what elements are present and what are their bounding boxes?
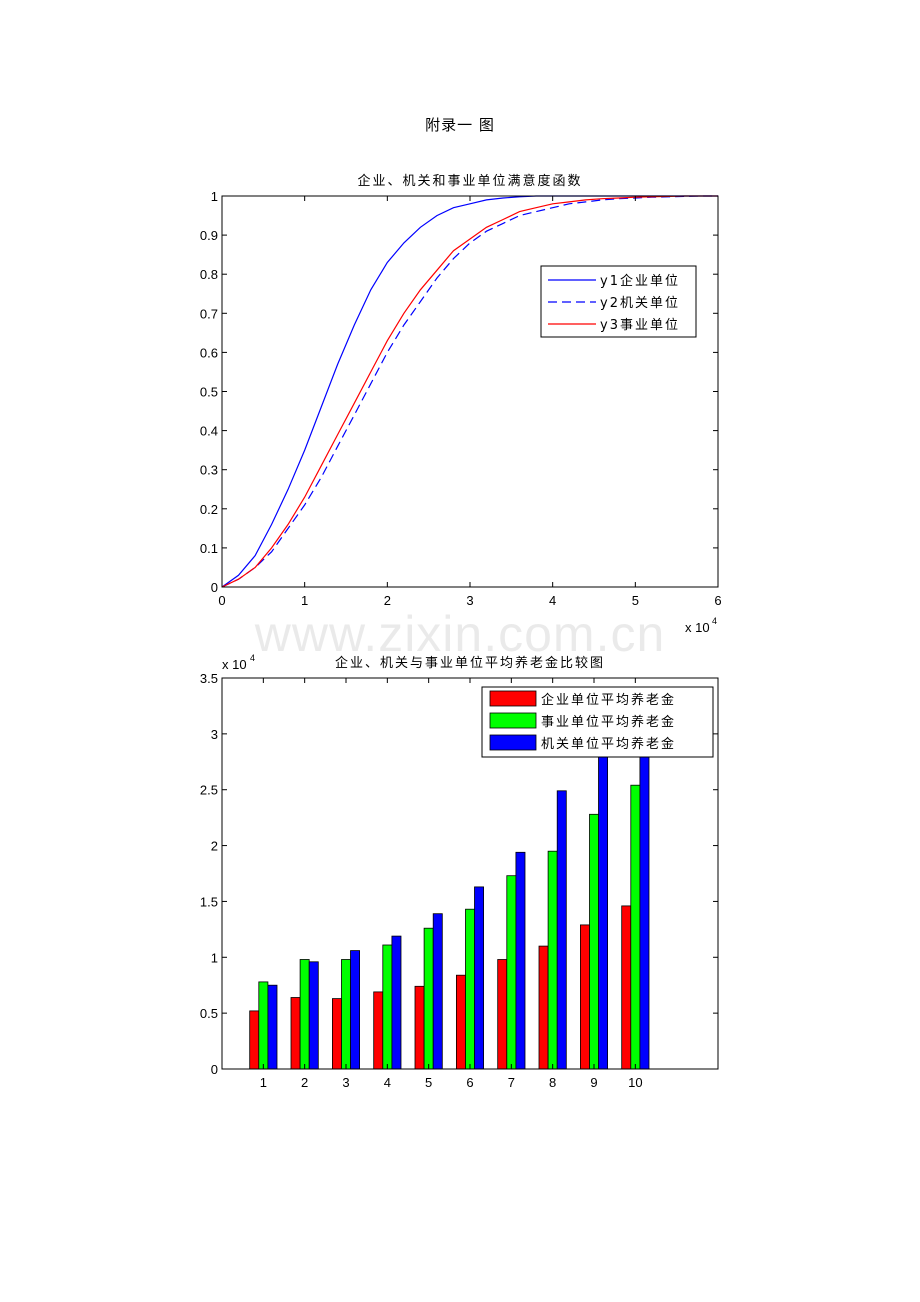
legend-swatch-enterprise: [489, 690, 537, 707]
bar-chart-title: 企业、机关与事业单位平均养老金比较图: [335, 655, 605, 671]
bar-series-2-cat-10: [630, 784, 641, 1070]
x-tick-label: 7: [508, 1075, 515, 1090]
bar-series-2-cat-1: [258, 981, 269, 1070]
y-tick-label: 0.7: [200, 306, 218, 321]
bar-series-1-cat-7: [497, 959, 508, 1070]
legend-label-enterprise: 企业单位平均养老金: [541, 692, 676, 708]
bar-chart-y-multiplier-exponent: 4: [250, 653, 255, 663]
bar-series-1-cat-3: [331, 998, 342, 1070]
bar-chart-y-multiplier-base: x 10: [222, 657, 247, 672]
bar-series-3-cat-10: [639, 727, 650, 1070]
y-tick-label: 1: [211, 950, 218, 965]
x-tick-label: 0: [218, 593, 225, 608]
x-tick-label: 3: [342, 1075, 349, 1090]
bar-series-2-cat-3: [341, 959, 352, 1070]
y-tick-label: 1: [211, 189, 218, 204]
x-tick-label: 2: [384, 593, 391, 608]
y-tick-label: 0.4: [200, 424, 218, 439]
legend-label-government: 机关单位平均养老金: [541, 736, 676, 752]
y-tick-label: 3.5: [200, 671, 218, 686]
bar-series-2-cat-6: [465, 908, 476, 1070]
bar-series-3-cat-7: [515, 851, 526, 1070]
x-tick-label: 4: [384, 1075, 391, 1090]
bar-series-1-cat-1: [249, 1010, 260, 1070]
y-tick-label: 0.1: [200, 541, 218, 556]
y-tick-label: 0.3: [200, 463, 218, 478]
y-tick-label: 0.9: [200, 228, 218, 243]
x-tick-label: 9: [590, 1075, 597, 1090]
bar-series-1-cat-10: [621, 905, 632, 1070]
x-tick-label: 5: [632, 593, 639, 608]
x-tick-label: 1: [260, 1075, 267, 1090]
satisfaction-line-chart: 企业、机关和事业单位满意度函数 0 1 2 3 4 5 600.10.20.30.40.50…: [200, 173, 722, 635]
bar-chart-y-multiplier: x 10 4: [222, 653, 255, 672]
bar-series-3-cat-4: [391, 935, 402, 1070]
legend-swatch-government: [489, 734, 537, 751]
bar-series-3-cat-6: [474, 886, 485, 1070]
y-tick-label: 2.5: [200, 783, 218, 798]
line-chart-x-multiplier-exponent: 4: [712, 616, 717, 626]
x-tick-label: 4: [549, 593, 556, 608]
bar-series-2-cat-9: [589, 813, 600, 1070]
bar-series-3-cat-2: [308, 961, 319, 1070]
line-chart-ticks: 0 1 2 3 4 5 6 0 0.1 0.2 0.3 0.4 0.5 0.6 0.7 0.8 0.9 1: [200, 189, 722, 608]
line-chart-title: 企业、机关和事业单位满意度函数: [357, 173, 582, 189]
page-heading: 附录一 图: [425, 116, 495, 134]
y-tick-label: 0: [211, 580, 218, 595]
bar-series-2-cat-7: [506, 875, 517, 1070]
x-tick-label: 2: [301, 1075, 308, 1090]
x-tick-label: 6: [714, 593, 721, 608]
legend-label-y3: y3事业单位: [600, 318, 680, 333]
x-tick-label: 1: [301, 593, 308, 608]
bar-series-1-cat-9: [580, 924, 590, 1070]
bar-series-1-cat-8: [538, 945, 549, 1070]
y-tick-label: 0.6: [200, 345, 218, 360]
bar-series-3-cat-8: [556, 790, 567, 1070]
bar-series-3-cat-1: [267, 984, 278, 1070]
bar-series-2-cat-8: [547, 850, 558, 1070]
y-tick-label: 1.5: [200, 894, 218, 909]
y-tick-label: 0.2: [200, 502, 218, 517]
bar-series-2-cat-4: [382, 944, 393, 1070]
bar-chart-bars-layer: [249, 727, 650, 1070]
legend-label-y1: y1企业单位: [600, 273, 680, 289]
x-tick-label: 5: [425, 1075, 432, 1090]
y-tick-label: 0: [211, 1062, 218, 1077]
line-chart-legend: y1企业单位 y2机关单位 y3事业单位: [540, 265, 697, 338]
x-tick-label: 6: [466, 1075, 473, 1090]
y-tick-label: 2: [211, 839, 218, 854]
legend-label-public-institution: 事业单位平均养老金: [541, 714, 676, 730]
bar-series-1-cat-6: [455, 974, 466, 1070]
y-tick-label: 0.5: [200, 385, 218, 400]
watermark-text: www.zixin.com.cn: [254, 606, 666, 662]
legend-label-y2: y2机关单位: [600, 296, 680, 311]
bar-series-3-cat-5: [432, 913, 443, 1070]
x-tick-label: 3: [466, 593, 473, 608]
legend-swatch-public-institution: [489, 712, 537, 729]
line-chart-x-multiplier-base: x 10: [685, 620, 710, 635]
bar-series-3-cat-9: [598, 750, 609, 1070]
bar-chart-ticks: 0 0.5 1 1.5 2 2.5 3 3.5 1 2 3 4 5 6 7 8 9 10: [200, 671, 718, 1090]
bar-chart-legend: 企业单位平均养老金 事业单位平均养老金 机关单位平均养老金: [481, 686, 714, 758]
bar-series-2-cat-5: [423, 927, 434, 1070]
y-tick-label: 3: [211, 727, 218, 742]
y-tick-label: 0.5: [200, 1006, 218, 1021]
line-chart-x-multiplier: x 10 4: [685, 616, 717, 635]
y-tick-label: 0.8: [200, 267, 218, 282]
bar-series-1-cat-4: [373, 991, 384, 1070]
bar-series-1-cat-5: [414, 985, 425, 1070]
bar-series-3-cat-3: [350, 950, 361, 1070]
bar-series-1-cat-2: [290, 997, 301, 1070]
x-tick-label: 8: [549, 1075, 556, 1090]
bar-series-2-cat-2: [299, 959, 310, 1070]
x-tick-label: 10: [628, 1075, 642, 1090]
